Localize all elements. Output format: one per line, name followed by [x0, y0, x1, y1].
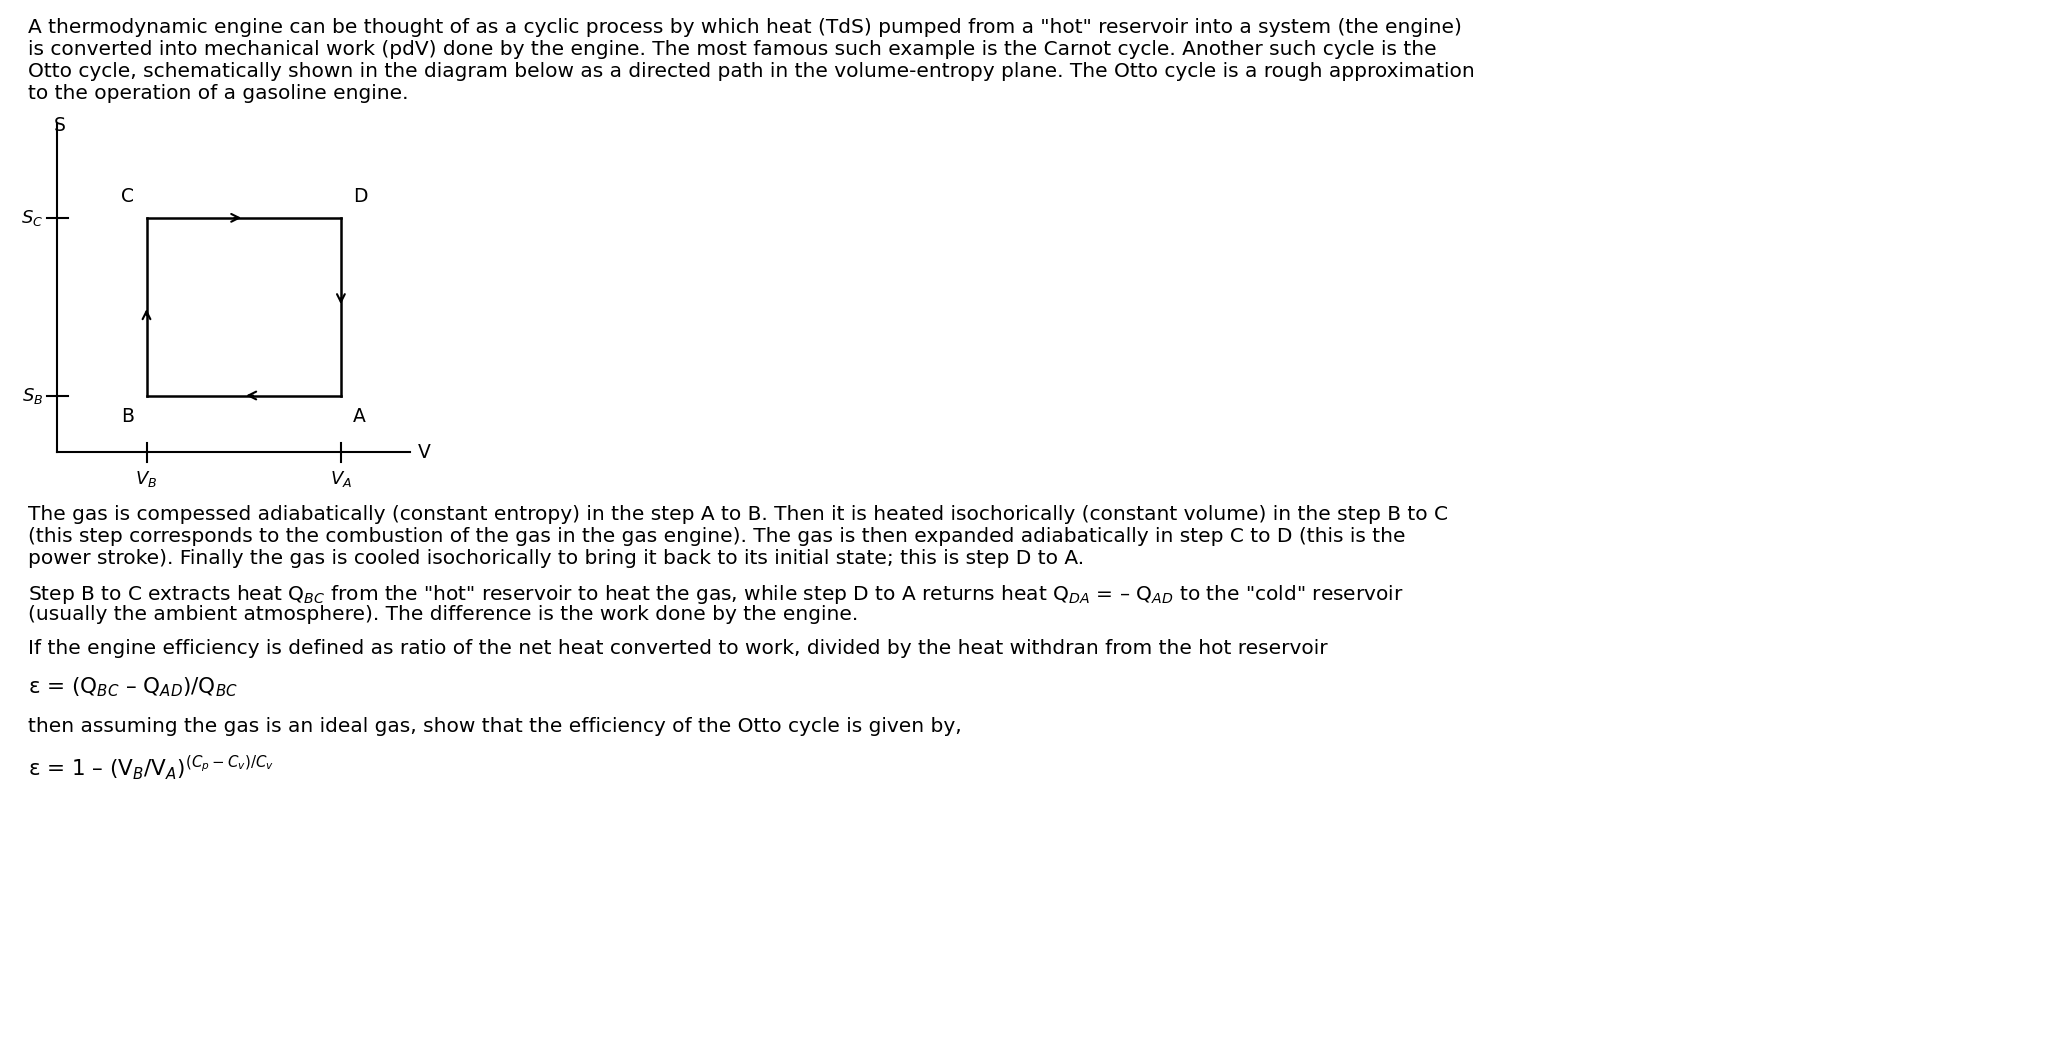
Text: A: A [353, 407, 367, 426]
Text: power stroke). Finally the gas is cooled isochorically to bring it back to its i: power stroke). Finally the gas is cooled… [29, 549, 1084, 568]
Text: to the operation of a gasoline engine.: to the operation of a gasoline engine. [29, 84, 408, 103]
Text: Otto cycle, schematically shown in the diagram below as a directed path in the v: Otto cycle, schematically shown in the d… [29, 61, 1474, 81]
Text: then assuming the gas is an ideal gas, show that the efficiency of the Otto cycl: then assuming the gas is an ideal gas, s… [29, 717, 961, 736]
Text: ε = (Q$_{BC}$ – Q$_{AD}$)/Q$_{BC}$: ε = (Q$_{BC}$ – Q$_{AD}$)/Q$_{BC}$ [29, 675, 238, 699]
Text: ε = 1 – (V$_B$/V$_A$)$^{(C_p - C_v)/C_v}$: ε = 1 – (V$_B$/V$_A$)$^{(C_p - C_v)/C_v}… [29, 753, 275, 782]
Text: (this step corresponds to the combustion of the gas in the gas engine). The gas : (this step corresponds to the combustion… [29, 527, 1406, 546]
Text: $V_B$: $V_B$ [135, 470, 158, 490]
Text: B: B [121, 407, 135, 426]
Text: V: V [418, 443, 430, 462]
Text: The gas is compessed adiabatically (constant entropy) in the step A to B. Then i: The gas is compessed adiabatically (cons… [29, 505, 1447, 524]
Text: If the engine efficiency is defined as ratio of the net heat converted to work, : If the engine efficiency is defined as r… [29, 639, 1328, 658]
Text: D: D [353, 188, 367, 207]
Text: $S_C$: $S_C$ [20, 208, 43, 228]
Text: S: S [53, 116, 66, 135]
Text: $V_A$: $V_A$ [330, 470, 353, 490]
Text: Step B to C extracts heat Q$_{BC}$ from the "hot" reservoir to heat the gas, whi: Step B to C extracts heat Q$_{BC}$ from … [29, 583, 1404, 606]
Text: (usually the ambient atmosphere). The difference is the work done by the engine.: (usually the ambient atmosphere). The di… [29, 605, 859, 624]
Text: $S_B$: $S_B$ [23, 386, 43, 406]
Text: C: C [121, 188, 135, 207]
Text: A thermodynamic engine can be thought of as a cyclic process by which heat (TdS): A thermodynamic engine can be thought of… [29, 18, 1462, 37]
Text: is converted into mechanical work (pdV) done by the engine. The most famous such: is converted into mechanical work (pdV) … [29, 40, 1437, 59]
